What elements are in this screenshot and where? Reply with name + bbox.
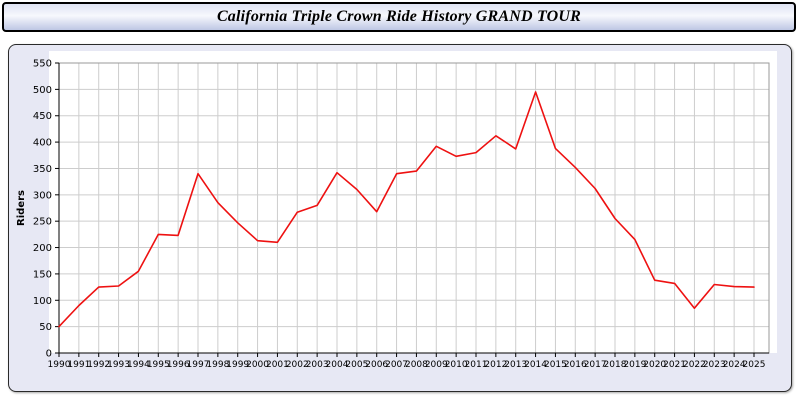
svg-text:1995: 1995 — [147, 360, 170, 370]
svg-text:500: 500 — [33, 85, 52, 96]
svg-text:1991: 1991 — [67, 360, 90, 370]
svg-text:0: 0 — [46, 349, 52, 360]
chart-panel: 0 50 100 150 200 250 300 350 400 450 500 550 1990 199… — [8, 44, 792, 392]
svg-text:300: 300 — [33, 190, 52, 201]
svg-text:2023: 2023 — [703, 360, 726, 370]
svg-text:2003: 2003 — [306, 360, 329, 370]
svg-text:450: 450 — [33, 111, 52, 122]
svg-text:400: 400 — [33, 138, 52, 149]
svg-text:250: 250 — [33, 217, 52, 228]
svg-text:2007: 2007 — [385, 360, 408, 370]
svg-text:2013: 2013 — [504, 360, 527, 370]
svg-text:2025: 2025 — [743, 360, 766, 370]
svg-text:1990: 1990 — [48, 360, 71, 370]
svg-text:1994: 1994 — [127, 360, 150, 370]
svg-text:2006: 2006 — [365, 360, 388, 370]
svg-text:2018: 2018 — [604, 360, 627, 370]
svg-text:350: 350 — [33, 164, 52, 175]
svg-text:2014: 2014 — [524, 360, 547, 370]
svg-text:2010: 2010 — [445, 360, 468, 370]
svg-text:1993: 1993 — [107, 360, 130, 370]
svg-text:200: 200 — [33, 243, 52, 254]
svg-text:2021: 2021 — [663, 360, 686, 370]
svg-text:1992: 1992 — [87, 360, 110, 370]
svg-text:Riders: Riders — [16, 190, 27, 226]
svg-text:2022: 2022 — [683, 360, 706, 370]
svg-text:2016: 2016 — [564, 360, 587, 370]
svg-text:1998: 1998 — [206, 360, 229, 370]
svg-text:2017: 2017 — [584, 360, 607, 370]
chart-title: California Triple Crown Ride History GRA… — [216, 8, 582, 25]
svg-text:2005: 2005 — [345, 360, 368, 370]
svg-text:2020: 2020 — [643, 360, 666, 370]
svg-text:2001: 2001 — [266, 360, 289, 370]
svg-text:50: 50 — [39, 322, 52, 333]
svg-text:2004: 2004 — [326, 360, 349, 370]
svg-text:2000: 2000 — [246, 360, 269, 370]
svg-text:2011: 2011 — [465, 360, 488, 370]
svg-text:150: 150 — [33, 269, 52, 280]
svg-text:1997: 1997 — [187, 360, 210, 370]
svg-text:100: 100 — [33, 296, 52, 307]
svg-text:2012: 2012 — [484, 360, 507, 370]
svg-text:2009: 2009 — [425, 360, 448, 370]
ride-history-line-chart: 0501001502002503003504004505005501990199… — [16, 51, 777, 370]
svg-text:2015: 2015 — [544, 360, 567, 370]
svg-text:550: 550 — [33, 59, 52, 70]
svg-text:2002: 2002 — [286, 360, 309, 370]
svg-text:1996: 1996 — [167, 360, 190, 370]
svg-text:2019: 2019 — [623, 360, 646, 370]
chart-title-bar: California Triple Crown Ride History GRA… — [2, 2, 796, 32]
svg-text:2008: 2008 — [405, 360, 428, 370]
svg-text:2024: 2024 — [723, 360, 746, 370]
svg-text:1999: 1999 — [226, 360, 249, 370]
